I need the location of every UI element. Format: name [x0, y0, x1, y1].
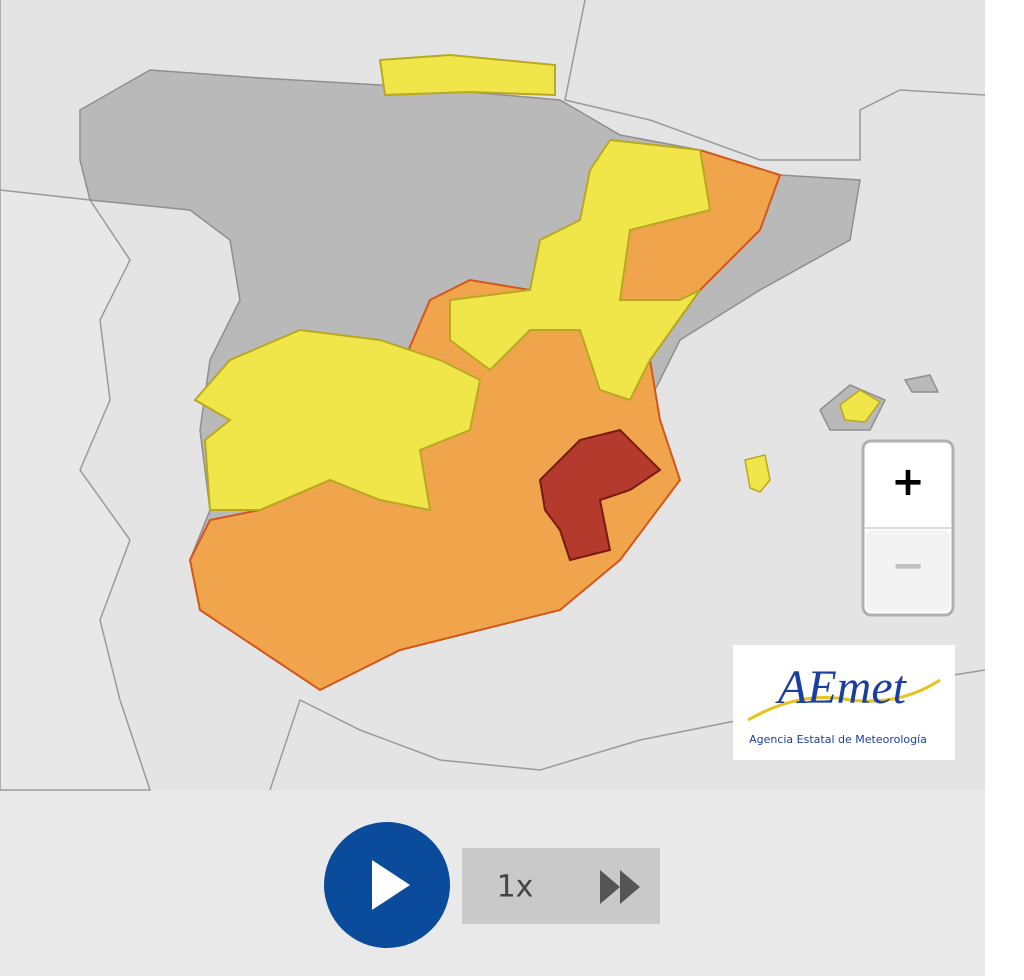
zoom-out-bg — [866, 530, 950, 612]
zoom-out-button[interactable]: − — [891, 543, 925, 589]
zoom-in-button[interactable]: + — [891, 459, 925, 505]
yellow-warning-area — [193, 328, 482, 512]
logo-subtitle: Agencia Estatal de Meteorología — [749, 733, 927, 746]
ibiza — [744, 454, 771, 493]
logo-box — [733, 645, 955, 760]
logo-title: AEmet — [775, 661, 908, 714]
fast-forward-button[interactable] — [600, 870, 640, 904]
red-warning-area — [538, 428, 662, 562]
play-icon — [372, 860, 410, 910]
yellow-warning-area — [378, 53, 556, 97]
menorca — [903, 374, 940, 393]
speed-label[interactable]: 1x — [497, 870, 534, 905]
yellow-warning-area — [839, 389, 882, 423]
france-outline — [564, 0, 986, 161]
yellow-warning-area — [449, 138, 712, 402]
logo-swoosh — [747, 678, 941, 722]
